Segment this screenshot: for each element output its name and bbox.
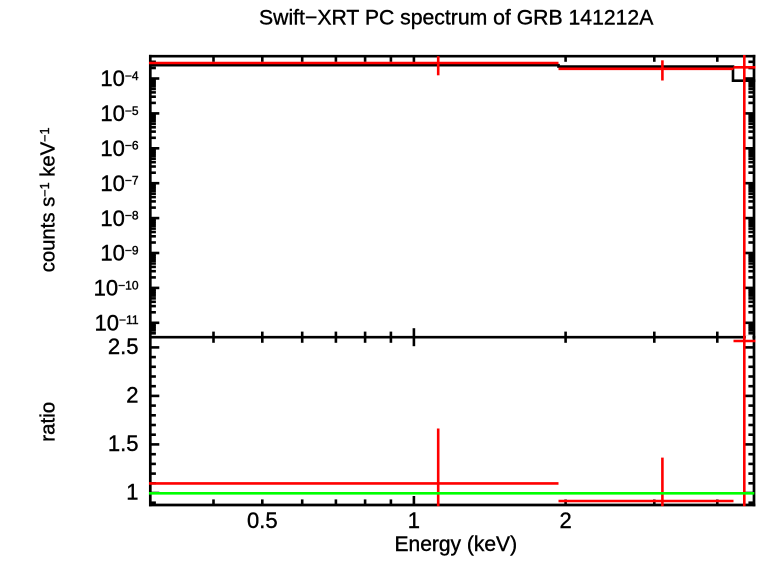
- svg-text:1: 1: [408, 508, 420, 533]
- svg-text:1.5: 1.5: [108, 431, 139, 456]
- svg-text:2.5: 2.5: [108, 334, 139, 359]
- svg-text:counts s−1 keV−1: counts s−1 keV−1: [38, 127, 60, 272]
- svg-text:10−4: 10−4: [100, 66, 138, 91]
- svg-text:0.5: 0.5: [247, 508, 278, 533]
- svg-text:10−9: 10−9: [100, 241, 138, 266]
- svg-text:10−11: 10−11: [95, 311, 139, 336]
- svg-text:Energy (keV): Energy (keV): [395, 533, 518, 556]
- svg-text:1: 1: [126, 479, 138, 504]
- svg-text:2: 2: [559, 508, 571, 533]
- svg-text:ratio: ratio: [36, 402, 59, 442]
- svg-text:10−6: 10−6: [100, 136, 138, 161]
- svg-text:2: 2: [126, 382, 138, 407]
- svg-text:Swift−XRT PC spectrum of GRB 1: Swift−XRT PC spectrum of GRB 141212A: [259, 7, 654, 30]
